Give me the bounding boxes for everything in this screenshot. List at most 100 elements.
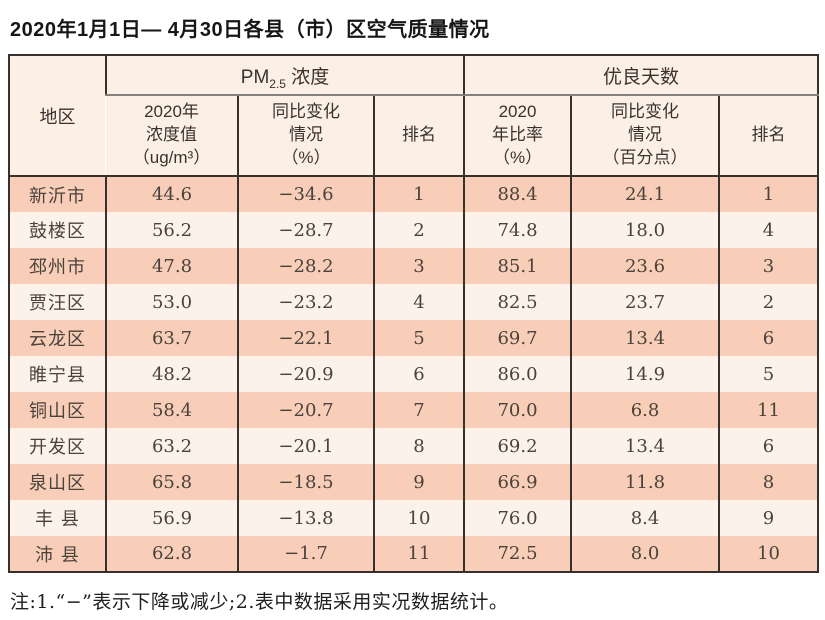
pm-value-cell: 44.6 bbox=[105, 176, 238, 212]
table-row: 开发区 63.2 −20.1 8 69.2 13.4 6 bbox=[9, 428, 819, 464]
good-rate-cell: 76.0 bbox=[463, 500, 572, 536]
pm-value-cell: 63.2 bbox=[105, 428, 238, 464]
pm25-label-subscript: 2.5 bbox=[269, 76, 286, 91]
good-rate-cell: 66.9 bbox=[463, 464, 572, 500]
good-change-cell: 8.4 bbox=[570, 500, 720, 536]
good-rank-cell: 3 bbox=[718, 248, 819, 284]
pm-value-cell: 48.2 bbox=[105, 356, 238, 392]
pm-rank-cell: 2 bbox=[372, 212, 465, 248]
good-rank-cell: 8 bbox=[718, 464, 819, 500]
pm-change-cell: −28.2 bbox=[237, 248, 374, 284]
table-row: 云龙区 63.7 −22.1 5 69.7 13.4 6 bbox=[9, 320, 819, 356]
header-group-row: 地区 PM2.5 浓度 优良天数 bbox=[9, 55, 819, 177]
region-cell: 铜山区 bbox=[29, 401, 86, 422]
good-rank-cell: 2 bbox=[718, 284, 819, 320]
region-cell: 新沂市 bbox=[29, 185, 86, 207]
table-row: 贾汪区 53.0 −23.2 4 82.5 23.7 2 bbox=[9, 284, 819, 320]
region-cell: 睢宁县 bbox=[29, 365, 86, 386]
pm-rank-cell: 7 bbox=[372, 392, 465, 428]
page-title: 2020年1月1日— 4月30日各县（市）区空气质量情况 bbox=[10, 19, 490, 41]
pm-rank-cell: 4 bbox=[372, 284, 465, 320]
table-row: 丰 县 56.9 −13.8 10 76.0 8.4 9 bbox=[9, 500, 819, 536]
pm-rank-cell: 3 bbox=[372, 248, 465, 284]
column-header-good-change: 同比变化 情况 （百分点） bbox=[570, 95, 720, 177]
good-rank-cell: 11 bbox=[718, 392, 819, 428]
good-change-cell: 6.8 bbox=[570, 392, 720, 428]
pm-rank-cell: 10 bbox=[372, 500, 465, 536]
pm-value-cell: 65.8 bbox=[105, 464, 238, 500]
region-cell: 云龙区 bbox=[29, 329, 86, 350]
good-change-cell: 24.1 bbox=[570, 176, 720, 212]
pm-change-cell: −20.9 bbox=[237, 356, 374, 392]
pm-rank-cell: 8 bbox=[372, 428, 465, 464]
good-change-cell: 8.0 bbox=[570, 536, 720, 572]
footnote: 注:1.“−”表示下降或减少;2.表中数据采用实况数据统计。 bbox=[10, 591, 509, 613]
pm-rank-cell: 1 bbox=[372, 176, 465, 212]
region-cell: 泉山区 bbox=[29, 473, 86, 494]
good-rank-cell: 4 bbox=[718, 212, 819, 248]
region-cell: 鼓楼区 bbox=[29, 221, 86, 242]
pm-rank-cell: 5 bbox=[372, 320, 465, 356]
pm-change-cell: −13.8 bbox=[237, 500, 374, 536]
pm-value-cell: 63.7 bbox=[105, 320, 238, 356]
pm-value-cell: 58.4 bbox=[105, 392, 238, 428]
table-row: 新沂市 44.6 −34.6 1 88.4 24.1 1 bbox=[9, 176, 819, 212]
good-rate-cell: 85.1 bbox=[463, 248, 572, 284]
table-row: 铜山区 58.4 −20.7 7 70.0 6.8 11 bbox=[9, 392, 819, 428]
good-rank-cell: 10 bbox=[718, 536, 819, 572]
region-cell: 邳州市 bbox=[29, 257, 86, 278]
good-change-cell: 23.6 bbox=[570, 248, 720, 284]
pm-value-cell: 62.8 bbox=[105, 536, 238, 572]
good-rank-cell: 9 bbox=[718, 500, 819, 536]
pm-value-cell: 56.2 bbox=[105, 212, 238, 248]
good-change-cell: 11.8 bbox=[570, 464, 720, 500]
good-change-cell: 13.4 bbox=[570, 320, 720, 356]
good-change-cell: 23.7 bbox=[570, 284, 720, 320]
good-rate-cell: 70.0 bbox=[463, 392, 572, 428]
column-group-pm25: PM2.5 浓度 bbox=[104, 55, 465, 96]
good-change-cell: 14.9 bbox=[570, 356, 720, 392]
table-header: 地区 PM2.5 浓度 优良天数 2020年 浓度值 （ug/m³） 同比变化 … bbox=[9, 55, 819, 177]
good-rate-cell: 72.5 bbox=[463, 536, 572, 572]
header-sub-row: 2020年 浓度值 （ug/m³） 同比变化 情况 （%） 排名 2020 年比… bbox=[9, 95, 819, 177]
air-quality-table: 地区 PM2.5 浓度 优良天数 2020年 浓度值 （ug/m³） 同比变化 … bbox=[8, 54, 820, 573]
good-rank-cell: 5 bbox=[718, 356, 819, 392]
column-group-good-days: 优良天数 bbox=[463, 55, 819, 96]
column-header-pm-change: 同比变化 情况 （%） bbox=[237, 95, 374, 177]
table-row: 鼓楼区 56.2 −28.7 2 74.8 18.0 4 bbox=[9, 212, 819, 248]
pm-change-cell: −28.7 bbox=[237, 212, 374, 248]
pm-rank-cell: 6 bbox=[372, 356, 465, 392]
column-header-region: 地区 bbox=[9, 55, 106, 177]
pm-change-cell: −23.2 bbox=[237, 284, 374, 320]
pm-rank-cell: 9 bbox=[372, 464, 465, 500]
good-rate-cell: 82.5 bbox=[463, 284, 572, 320]
good-rate-cell: 69.2 bbox=[463, 428, 572, 464]
region-cell: 丰 县 bbox=[35, 509, 80, 530]
table-row: 睢宁县 48.2 −20.9 6 86.0 14.9 5 bbox=[9, 356, 819, 392]
pm-change-cell: −18.5 bbox=[237, 464, 374, 500]
good-rate-cell: 69.7 bbox=[463, 320, 572, 356]
table-row: 泉山区 65.8 −18.5 9 66.9 11.8 8 bbox=[9, 464, 819, 500]
region-cell: 开发区 bbox=[29, 437, 86, 458]
good-rank-cell: 6 bbox=[718, 320, 819, 356]
good-change-cell: 18.0 bbox=[570, 212, 720, 248]
pm-change-cell: −20.7 bbox=[237, 392, 374, 428]
pm-value-cell: 53.0 bbox=[105, 284, 238, 320]
region-cell: 沛 县 bbox=[35, 544, 80, 566]
column-header-pm-value: 2020年 浓度值 （ug/m³） bbox=[106, 95, 238, 177]
good-rate-cell: 88.4 bbox=[463, 176, 572, 212]
good-rank-cell: 1 bbox=[718, 176, 819, 212]
pm-rank-cell: 11 bbox=[372, 536, 465, 572]
column-header-pm-rank: 排名 bbox=[372, 95, 465, 177]
region-cell: 贾汪区 bbox=[29, 293, 86, 314]
table-body: 新沂市 44.6 −34.6 1 88.4 24.1 1 鼓楼区 56.2 −2… bbox=[9, 176, 819, 572]
good-rate-cell: 74.8 bbox=[463, 212, 572, 248]
good-change-cell: 13.4 bbox=[570, 428, 720, 464]
pm25-label-suffix: 浓度 bbox=[291, 66, 330, 88]
table-row: 沛 县 62.8 −1.7 11 72.5 8.0 10 bbox=[9, 536, 819, 572]
pm-change-cell: −34.6 bbox=[237, 176, 374, 212]
column-header-good-rank: 排名 bbox=[718, 95, 819, 177]
pm-change-cell: −22.1 bbox=[237, 320, 374, 356]
pm-change-cell: −20.1 bbox=[237, 428, 374, 464]
